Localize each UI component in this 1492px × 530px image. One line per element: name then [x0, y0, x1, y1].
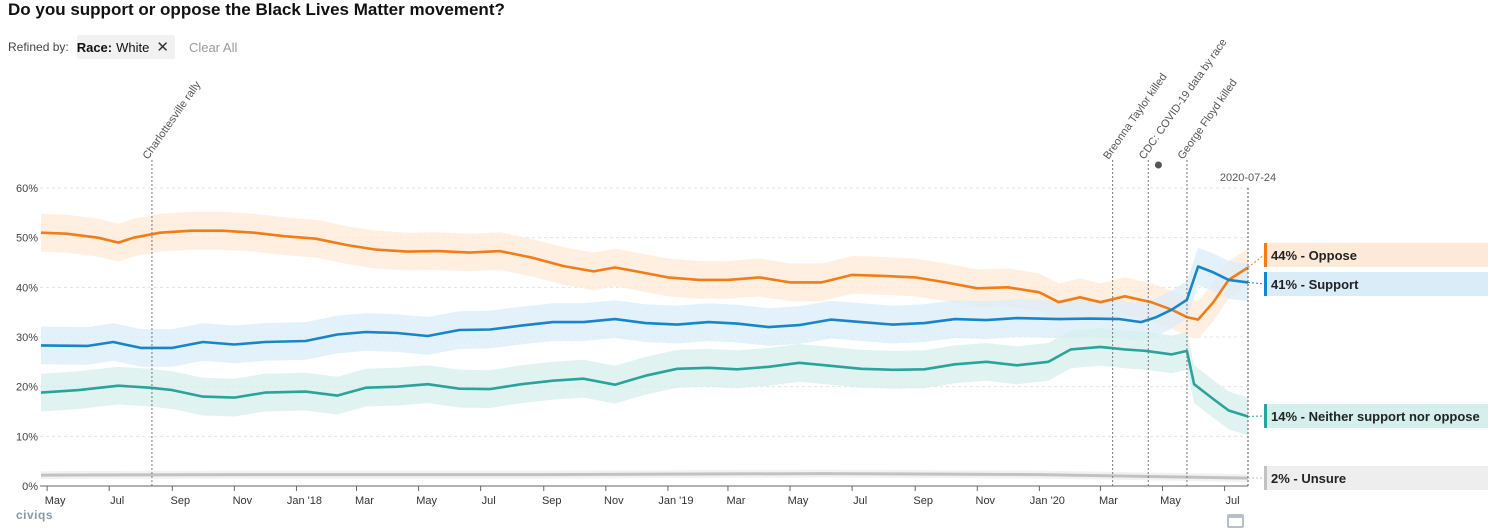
end-label-text: 14% - Neither support nor oppose [1271, 409, 1480, 424]
y-tick-label: 60% [16, 183, 38, 195]
series-lines [40, 229, 1249, 480]
x-tick-label: May [416, 495, 437, 507]
series-line [40, 472, 1249, 480]
annotation-dot [1154, 161, 1162, 169]
x-tick-label: Mar [726, 495, 745, 507]
end-label-accent [1264, 243, 1267, 267]
annotation-label: Charlottesville rally [141, 79, 204, 162]
axes: 0% 10% 20% 30% 40% 50% 60% May Jul Sep Nov Jan '18 M… [16, 183, 1248, 507]
annotation-label: Breonna Taylor killed [1101, 71, 1169, 161]
clear-all-button[interactable]: Clear All [188, 39, 238, 55]
y-tick-label: 20% [16, 382, 38, 394]
refine-label: Refined by: [8, 40, 69, 54]
y-tick-label: 10% [16, 431, 38, 443]
x-tick-label: Sep [913, 495, 933, 507]
x-tick-label: Nov [233, 495, 253, 507]
x-tick-label: Jul [853, 495, 867, 507]
x-tick-label: Nov [604, 495, 624, 507]
filter-key: Race: [76, 39, 113, 55]
series-line [40, 345, 1249, 418]
x-tick-label: Sep [542, 495, 562, 507]
x-tick-label: Sep [171, 495, 191, 507]
x-tick-label: May [788, 495, 809, 507]
x-tick-label: Jan '20 [1030, 495, 1065, 507]
x-tick-label: May [45, 495, 66, 507]
chart-title: Do you support or oppose the Black Lives… [8, 0, 505, 19]
end-label-connector [1247, 254, 1265, 268]
calendar-icon[interactable] [1227, 514, 1244, 528]
filter-chip: Race: White ✕ [76, 35, 175, 59]
end-label-accent [1264, 272, 1267, 296]
end-label-text: 44% - Oppose [1271, 248, 1357, 263]
x-tick-label: Jul [482, 495, 496, 507]
x-tick-label: Jul [110, 495, 124, 507]
x-tick-label: Jan '19 [658, 495, 693, 507]
end-label-accent [1264, 404, 1267, 428]
filter-value: White [116, 39, 150, 55]
end-labels: 44% - Oppose 41% - Support 14% - Neither s… [1247, 243, 1488, 490]
x-tick-label: Nov [976, 495, 996, 507]
x-tick-label: Jan '18 [287, 495, 322, 507]
series-line [40, 265, 1249, 350]
x-tick-label: May [1160, 495, 1181, 507]
end-label-box [1264, 243, 1488, 267]
y-tick-label: 40% [16, 282, 38, 294]
refine-bar: Refined by: Race: White ✕ Clear All [8, 34, 237, 60]
end-label-connector [1247, 281, 1265, 285]
x-tick-label: Mar [1099, 495, 1118, 507]
confidence-bands [41, 211, 1248, 482]
end-label-text: 41% - Support [1271, 277, 1359, 292]
end-label-accent [1264, 466, 1267, 490]
x-tick-label: Mar [355, 495, 374, 507]
brand-logo: civiqs [16, 508, 54, 522]
y-tick-label: 30% [16, 332, 38, 344]
end-label-box [1264, 404, 1488, 428]
confidence-band [41, 328, 1248, 436]
confidence-band [41, 247, 1248, 367]
end-label-box [1264, 466, 1488, 490]
end-label-box [1264, 272, 1488, 296]
remove-filter-icon[interactable]: ✕ [156, 38, 169, 56]
current-date-label: 2020-07-24 [1220, 172, 1276, 184]
series-line [40, 229, 1249, 321]
y-tick-label: 50% [16, 233, 38, 245]
y-tick-label: 0% [22, 481, 38, 493]
x-tick-label: Jul [1226, 495, 1240, 507]
end-label-text: 2% - Unsure [1271, 471, 1346, 486]
